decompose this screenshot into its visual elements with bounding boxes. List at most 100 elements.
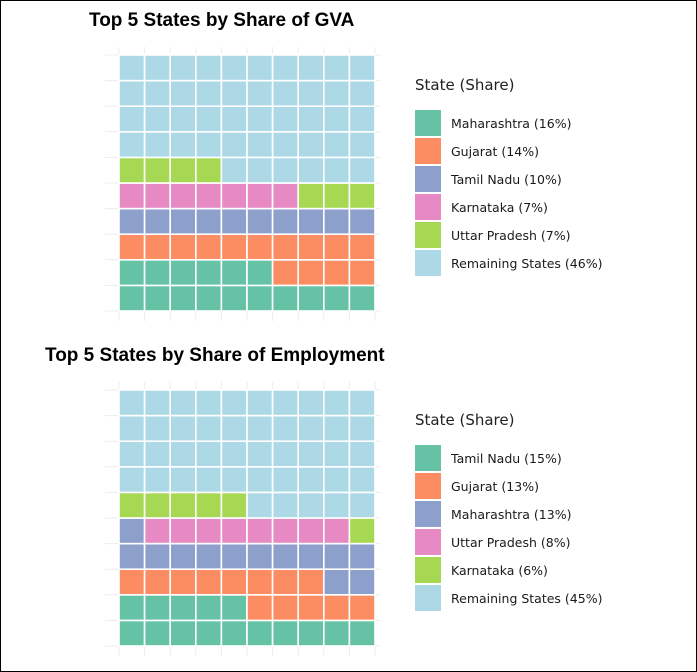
waffle-cell-tamil-nadu: [143, 207, 172, 236]
legend-key-maharashtra: [415, 501, 441, 527]
waffle-cell-gujarat: [348, 259, 376, 287]
waffle-cell-remaining-states: [271, 131, 300, 159]
waffle-cell-gujarat: [271, 259, 300, 287]
waffle-cell-remaining-states: [297, 440, 325, 468]
waffle-cell-remaining-states: [348, 491, 376, 519]
waffle-cell-remaining-states: [220, 79, 248, 107]
waffle-cell-uttar-pradesh: [169, 156, 197, 184]
waffle-cell-remaining-states: [271, 79, 300, 107]
waffle-cell-karnataka: [118, 491, 146, 519]
waffle-cell-uttar-pradesh: [297, 182, 325, 210]
legend-key-tamil-nadu: [415, 445, 441, 471]
waffle-cell-maharashtra: [322, 284, 351, 312]
waffle-cell-gujarat: [220, 233, 248, 261]
waffle-cell-karnataka: [143, 491, 172, 519]
waffle-cell-remaining-states: [246, 79, 274, 107]
waffle-cell-remaining-states: [297, 131, 325, 159]
waffle-cell-maharashtra: [143, 259, 172, 287]
waffle-cell-uttar-pradesh: [195, 156, 223, 184]
waffle-cell-tamil-nadu: [195, 207, 223, 236]
waffle-cell-tamil-nadu: [195, 619, 223, 647]
waffle-cell-remaining-states: [297, 105, 325, 133]
waffle-cell-tamil-nadu: [246, 619, 274, 647]
waffle-cell-maharashtra: [118, 517, 146, 545]
legend-title: State (Share): [415, 76, 514, 94]
waffle-cell-remaining-states: [143, 79, 172, 107]
waffle-cell-karnataka: [118, 182, 146, 210]
legend: State (Share) Tamil Nadu (15%) Gujarat (13…: [415, 411, 602, 611]
waffle-cell-uttar-pradesh: [348, 182, 376, 210]
waffle-cell-maharashtra: [297, 284, 325, 312]
waffle-cell-remaining-states: [322, 156, 351, 184]
waffle-cell-tamil-nadu: [246, 207, 274, 236]
waffle-cell-gujarat: [169, 568, 197, 596]
waffle-cell-karnataka: [169, 182, 197, 210]
waffle-cell-maharashtra: [322, 568, 351, 596]
legend-key-gujarat: [415, 138, 441, 164]
waffle-cell-remaining-states: [271, 389, 300, 417]
waffle-cell-maharashtra: [322, 542, 351, 571]
waffle-cell-karnataka: [271, 182, 300, 210]
waffle-cell-remaining-states: [118, 440, 146, 468]
waffle-cell-gujarat: [246, 568, 274, 596]
waffle-cell-remaining-states: [118, 466, 146, 494]
waffle-cell-tamil-nadu: [348, 619, 376, 647]
waffle-cell-remaining-states: [195, 131, 223, 159]
waffle-cell-tamil-nadu: [322, 207, 351, 236]
waffle-cell-tamil-nadu: [220, 594, 248, 622]
waffle-chart-employment: State (Share) Tamil Nadu (15%) Gujarat (13…: [105, 382, 602, 656]
waffle-cell-gujarat: [348, 594, 376, 622]
waffle-cell-remaining-states: [322, 389, 351, 417]
legend-key-karnataka: [415, 194, 441, 220]
waffle-cell-gujarat: [118, 568, 146, 596]
waffle-cell-remaining-states: [118, 79, 146, 107]
legend-label-tamil-nadu: Tamil Nadu (10%): [450, 172, 562, 187]
waffle-cell-maharashtra: [271, 542, 300, 571]
waffle-cell-maharashtra: [195, 542, 223, 571]
waffle-cell-gujarat: [169, 233, 197, 261]
waffle-cell-remaining-states: [143, 54, 172, 82]
waffle-cell-remaining-states: [118, 54, 146, 82]
legend-label-karnataka: Karnataka (7%): [451, 200, 548, 215]
waffle-cells: [118, 389, 376, 647]
waffle-cell-uttar-pradesh: [246, 517, 274, 545]
legend-key-uttar-pradesh: [415, 529, 441, 555]
waffle-cell-tamil-nadu: [348, 207, 376, 236]
waffle-cell-remaining-states: [246, 156, 274, 184]
waffle-cell-gujarat: [271, 568, 300, 596]
waffle-cell-remaining-states: [118, 131, 146, 159]
waffle-cell-remaining-states: [348, 466, 376, 494]
waffle-cell-maharashtra: [246, 284, 274, 312]
waffle-cell-remaining-states: [195, 79, 223, 107]
waffle-cell-remaining-states: [348, 105, 376, 133]
waffle-cell-tamil-nadu: [271, 207, 300, 236]
waffle-cell-tamil-nadu: [143, 619, 172, 647]
waffle-cell-remaining-states: [297, 79, 325, 107]
waffle-cell-uttar-pradesh: [118, 156, 146, 184]
waffle-cell-remaining-states: [271, 440, 300, 468]
waffle-cell-remaining-states: [271, 466, 300, 494]
waffle-cell-remaining-states: [322, 491, 351, 519]
waffle-cell-remaining-states: [220, 131, 248, 159]
waffle-cell-gujarat: [322, 594, 351, 622]
waffle-cell-maharashtra: [118, 542, 146, 571]
waffle-cell-remaining-states: [195, 440, 223, 468]
waffle-cell-remaining-states: [246, 131, 274, 159]
waffle-cell-tamil-nadu: [271, 619, 300, 647]
legend-label-maharashtra: Maharashtra (13%): [451, 507, 571, 522]
chart-title-employment: Top 5 States by Share of Employment: [45, 345, 385, 366]
waffle-cell-uttar-pradesh: [143, 156, 172, 184]
waffle-cell-remaining-states: [246, 466, 274, 494]
waffle-cell-tamil-nadu: [220, 207, 248, 236]
waffle-cell-remaining-states: [220, 105, 248, 133]
waffle-cell-maharashtra: [220, 542, 248, 571]
waffle-cell-remaining-states: [348, 414, 376, 442]
legend-key-remaining-states: [415, 585, 441, 611]
waffle-cell-remaining-states: [271, 105, 300, 133]
waffle-cell-maharashtra: [246, 259, 274, 287]
waffle-cell-gujarat: [297, 594, 325, 622]
legend-key-gujarat: [415, 473, 441, 499]
waffle-cell-remaining-states: [322, 79, 351, 107]
waffle-cell-remaining-states: [169, 79, 197, 107]
waffle-cell-remaining-states: [348, 389, 376, 417]
